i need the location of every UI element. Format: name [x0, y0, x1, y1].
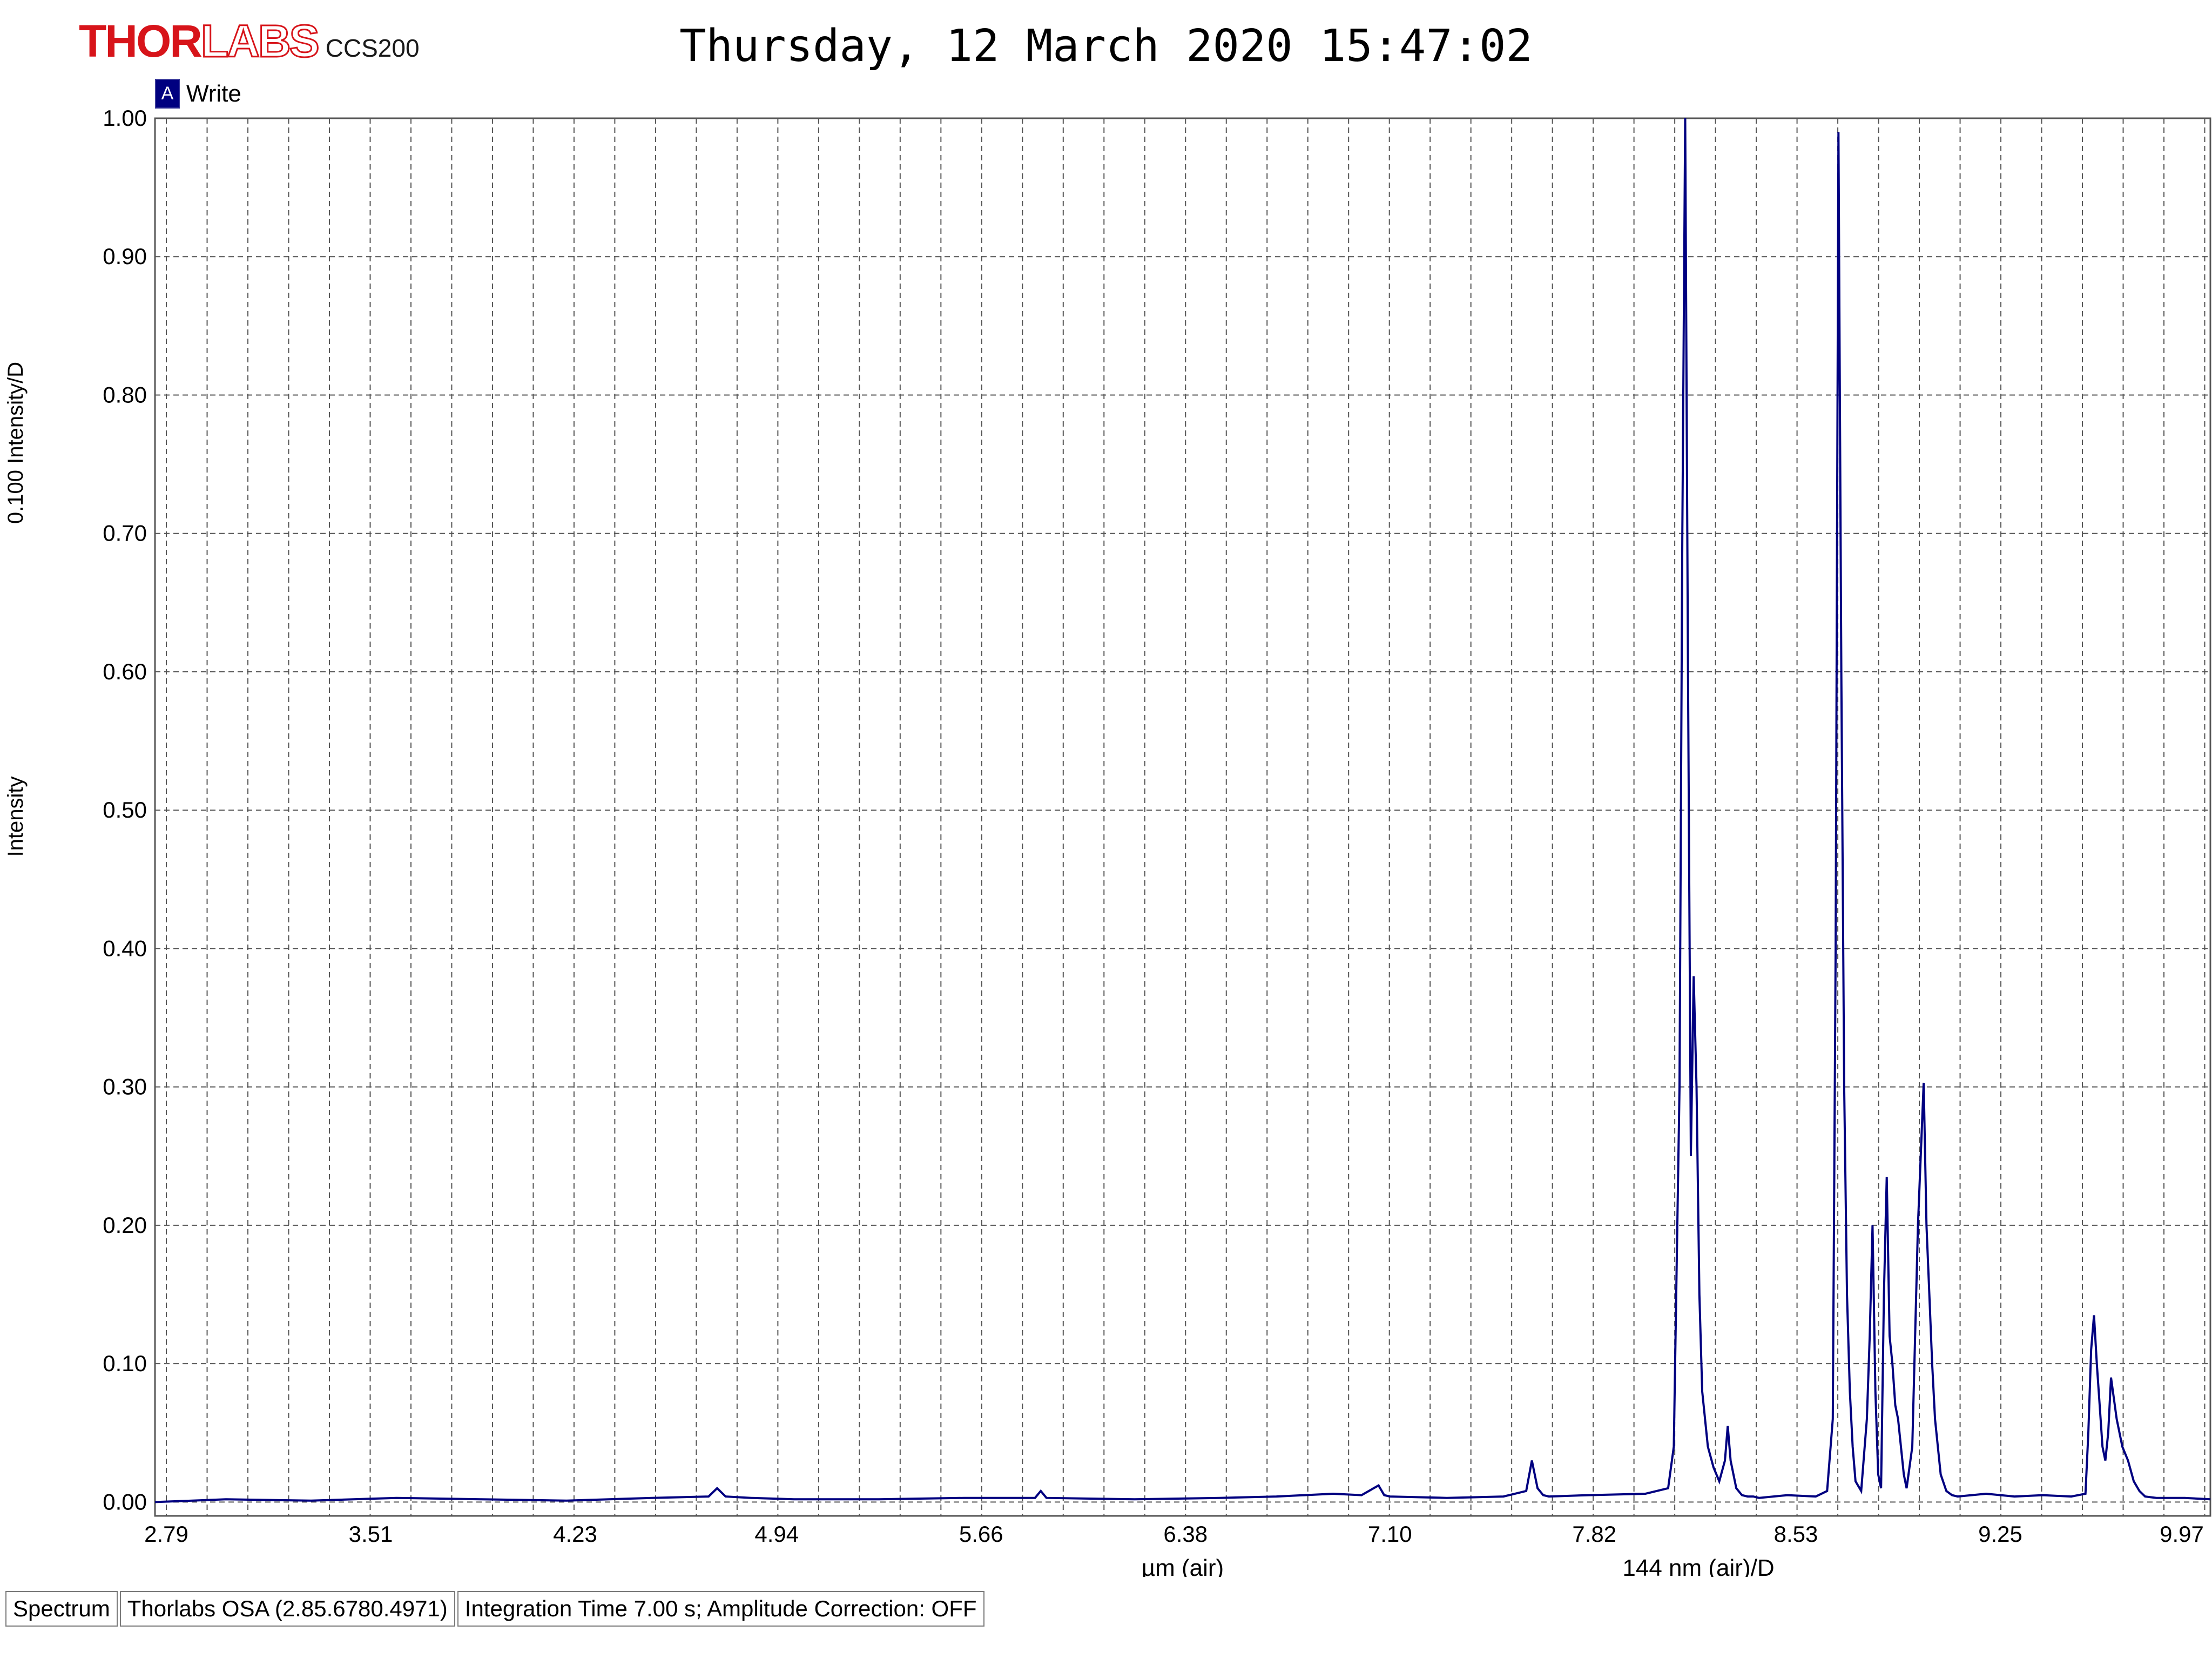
x-tick-labels: 2.79 3.51 4.23 4.94 5.66 6.38 7.10 7.82 8.53 9.25…	[144, 1521, 2204, 1547]
y-tick-label: 0.80	[103, 382, 147, 407]
plot-frame	[154, 117, 2211, 1517]
thorlabs-logo: THOR LABS CCS200	[79, 16, 420, 66]
series-write-line	[154, 118, 2211, 1503]
x-scale-label: 144 nm (air)/D	[1622, 1555, 1774, 1577]
y-tick-label: 0.90	[103, 244, 147, 269]
status-info: Integration Time 7.00 s; Amplitude Corre…	[457, 1591, 984, 1627]
y-tick-label: 0.60	[103, 659, 147, 684]
x-tick-label: 6.38	[1163, 1521, 1208, 1547]
x-tick-label: 5.66	[959, 1521, 1003, 1547]
y-tick-label: 0.00	[103, 1489, 147, 1514]
y-tick-labels: 0.00 0.10 0.20 0.30 0.40 0.50 0.60 0.70 0.80 0.90…	[103, 105, 147, 1514]
x-tick-label: 7.10	[1368, 1521, 1412, 1547]
logo-labs-text: LABS	[200, 16, 320, 66]
legend: A Write	[155, 79, 241, 109]
x-axis-label: µm (air)	[1142, 1555, 1224, 1577]
status-bar: Spectrum Thorlabs OSA (2.85.6780.4971) I…	[5, 1591, 987, 1627]
x-tick-label: 3.51	[349, 1521, 393, 1547]
x-tick-label: 7.82	[1572, 1521, 1616, 1547]
chart-grid	[155, 118, 2210, 1516]
y-tick-label: 0.70	[103, 521, 147, 546]
x-tick-label: 9.25	[1978, 1521, 2022, 1547]
y-tick-label: 0.40	[103, 935, 147, 961]
y-axis-label: Intensity	[4, 777, 28, 857]
y-tick-label: 0.10	[103, 1351, 147, 1376]
y-tick-label: 1.00	[103, 105, 147, 131]
y-tick-label: 0.50	[103, 797, 147, 822]
status-software: Thorlabs OSA (2.85.6780.4971)	[119, 1591, 455, 1627]
device-model: CCS200	[325, 34, 420, 62]
legend-trace-marker[interactable]: A	[155, 79, 180, 109]
x-tick-label: 2.79	[144, 1521, 188, 1547]
x-tick-label: 4.23	[553, 1521, 597, 1547]
x-tick-label: 8.53	[1774, 1521, 1818, 1547]
x-tick-label: 9.97	[2160, 1521, 2204, 1547]
y-tick-label: 0.20	[103, 1212, 147, 1238]
chart-title-datetime: Thursday, 12 March 2020 15:47:02	[679, 21, 1533, 72]
y-tick-label: 0.30	[103, 1074, 147, 1100]
y-scale-label: 0.100 Intensity/D	[4, 362, 28, 524]
x-tick-label: 4.94	[754, 1521, 799, 1547]
logo-thor-text: THOR	[79, 16, 203, 66]
status-mode: Spectrum	[5, 1591, 118, 1627]
spectrum-chart[interactable]: 0.00 0.10 0.20 0.30 0.40 0.50 0.60 0.70 0.80 0.90…	[0, 0, 2212, 1577]
legend-label: Write	[186, 80, 241, 107]
